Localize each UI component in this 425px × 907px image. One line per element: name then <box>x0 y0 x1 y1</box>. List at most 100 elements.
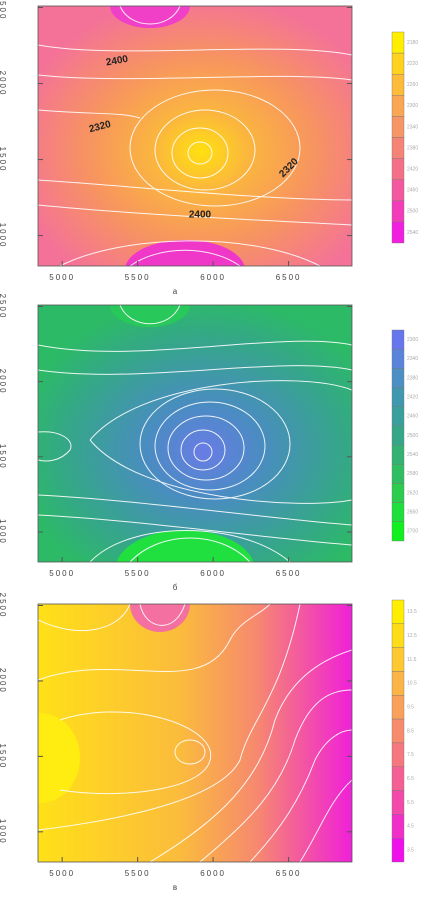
contour-label: 2400 <box>105 54 129 69</box>
colorbar-cell <box>391 179 405 201</box>
field-b <box>38 305 352 562</box>
colorbar-cell <box>391 742 405 767</box>
field-blob <box>130 604 190 632</box>
y-tick-label: 1500 <box>0 743 7 769</box>
y-tick-label: 1000 <box>0 223 7 249</box>
colorbar-label: 10.5 <box>407 681 417 687</box>
field-bg <box>38 6 352 266</box>
x-tick-label: 6000 <box>200 273 226 282</box>
x-tick-label: 5500 <box>125 569 151 578</box>
colorbar-label: 2260 <box>407 82 418 88</box>
y-tick-label: 2500 <box>0 593 7 619</box>
y-tick-label: 1500 <box>0 444 7 470</box>
colorbar-cell <box>391 790 405 815</box>
x-tick-label: 5000 <box>49 569 75 578</box>
colorbar-label: 2700 <box>407 529 418 535</box>
colorbar-label: 2340 <box>407 356 418 362</box>
x-tick-label: 5000 <box>49 869 75 878</box>
colorbar-cell <box>391 599 405 625</box>
colorbar-cell <box>391 158 405 180</box>
x-tick-label: 6500 <box>276 569 302 578</box>
colorbar-cell <box>391 718 405 744</box>
colorbar-cell <box>391 31 405 54</box>
isolines <box>38 6 352 266</box>
panel-caption: б <box>173 583 178 592</box>
colorbar-cell <box>391 671 405 696</box>
colorbar-label: 2300 <box>407 337 418 343</box>
field-blob <box>110 6 190 28</box>
colorbar-cell <box>391 116 405 138</box>
colorbar-cell <box>391 368 405 388</box>
x-tick-label: 6000 <box>200 869 226 878</box>
colorbar-cell <box>391 695 405 720</box>
y-tick-label: 1000 <box>0 519 7 545</box>
plot-frame <box>37 304 353 563</box>
colorbar-cell <box>391 348 405 369</box>
colorbar-label: 3.5 <box>407 847 414 853</box>
colorbar-label: 12.5 <box>407 633 417 639</box>
colorbar-label: 5.5 <box>407 800 414 806</box>
colorbar-label: 11.5 <box>407 657 417 663</box>
colorbar-label: 2220 <box>407 61 418 67</box>
colorbar-label: 2380 <box>407 145 418 151</box>
colorbar-cell <box>391 387 405 407</box>
colorbar-cell <box>391 623 405 648</box>
colorbar-label: 2300 <box>407 103 418 109</box>
x-tick-label: 6500 <box>276 869 302 878</box>
colorbar-cell <box>391 329 405 350</box>
colorbar-label: 2460 <box>407 414 418 420</box>
colorbar-cell <box>391 766 405 791</box>
plot-frame <box>37 603 353 863</box>
colorbar-label: 2180 <box>407 40 418 46</box>
x-tick-label: 6500 <box>276 273 302 282</box>
colorbar-cell <box>391 444 405 465</box>
colorbar-label: 2620 <box>407 490 418 496</box>
y-tick-label: 2000 <box>0 71 7 97</box>
y-tick-label: 2500 <box>0 0 7 20</box>
field-blob <box>110 305 190 327</box>
colorbar-label: 2540 <box>407 452 418 458</box>
x-tick-label: 6000 <box>200 569 226 578</box>
colorbar-cell <box>391 483 405 503</box>
colorbar-label: 2380 <box>407 375 418 381</box>
field-blob <box>125 240 245 266</box>
colorbar-label: 9.5 <box>407 705 414 711</box>
colorbar-cell <box>391 647 405 672</box>
colorbar-cell <box>391 406 405 427</box>
isolines <box>38 604 352 862</box>
colorbar-label: 8.5 <box>407 728 414 734</box>
y-tick-label: 2500 <box>0 294 7 320</box>
colorbar-cell <box>391 95 405 117</box>
colorbar-cell <box>391 425 405 446</box>
panel-caption: в <box>173 883 177 892</box>
y-tick-label: 2000 <box>0 668 7 694</box>
colorbar-label: 13.5 <box>407 609 417 615</box>
field-bg <box>38 305 352 562</box>
colorbar-cell <box>391 73 405 96</box>
x-tick-label: 5500 <box>125 869 151 878</box>
colorbar-label: 2340 <box>407 124 418 130</box>
colorbar-cell <box>391 814 405 839</box>
colorbar-label: 2660 <box>407 510 418 516</box>
colorbar-cell <box>391 521 405 542</box>
colorbar-cell <box>391 464 405 484</box>
y-tick-label: 1500 <box>0 147 7 173</box>
plot-frame <box>37 5 353 267</box>
colorbar-label: 2420 <box>407 394 418 400</box>
colorbar-cell <box>391 200 405 223</box>
field-blob <box>116 530 254 562</box>
colorbar-cell <box>391 837 405 863</box>
colorbar-label: 2500 <box>407 209 418 215</box>
colorbar-label: 2580 <box>407 471 418 477</box>
x-tick-label: 5000 <box>49 273 75 282</box>
colorbar-label: 4.5 <box>407 824 414 830</box>
colorbar-cell <box>391 221 405 244</box>
y-tick-label: 1000 <box>0 819 7 845</box>
panel-caption: а <box>173 287 178 296</box>
field-c <box>38 604 352 862</box>
y-tick-label: 2000 <box>0 369 7 395</box>
colorbar-label: 2540 <box>407 230 418 236</box>
colorbar-label: 2500 <box>407 433 418 439</box>
field-blob <box>38 713 80 803</box>
